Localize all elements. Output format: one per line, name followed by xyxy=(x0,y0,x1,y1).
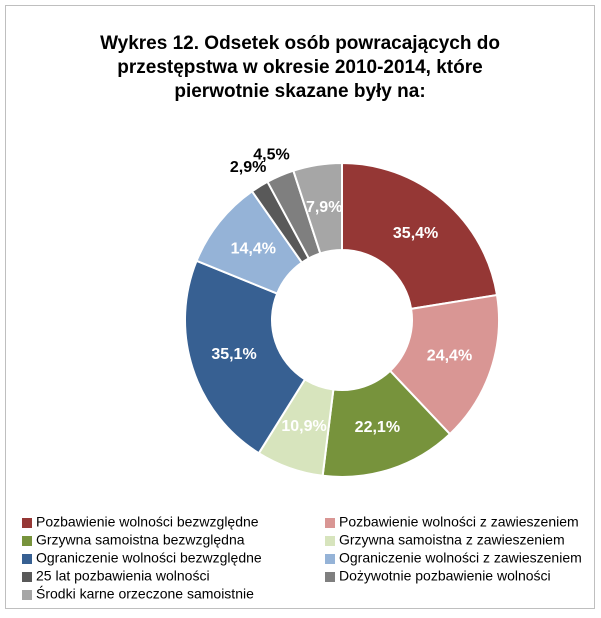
legend-label: Dożywotnie pozbawienie wolności xyxy=(339,568,551,584)
legend-label: Środki karne orzeczone samoistnie xyxy=(36,585,254,602)
data-label: 22,1% xyxy=(355,419,400,436)
legend-label: Ograniczenie wolności bezwzględne xyxy=(36,550,262,566)
data-label: 4,5% xyxy=(253,147,289,164)
chart-title: Wykres 12. Odsetek osób powracających do… xyxy=(100,33,500,102)
data-label: 2,9% xyxy=(230,159,266,176)
legend-swatch xyxy=(22,554,32,564)
data-label: 7,9% xyxy=(306,199,342,216)
donut-slice xyxy=(321,369,452,478)
legend-swatch xyxy=(22,590,32,600)
legend-label: Grzywna samoistna z zawieszeniem xyxy=(339,532,565,548)
legend-label: Pozbawienie wolności bezwzględne xyxy=(36,514,259,530)
legend-swatch xyxy=(325,536,335,546)
data-label: 14,4% xyxy=(231,240,276,257)
donut-slice xyxy=(341,161,499,311)
legend-label: Pozbawienie wolności z zawieszeniem xyxy=(339,514,579,530)
legend-swatch xyxy=(325,518,335,528)
legend-swatch xyxy=(22,536,32,546)
legend-label: Grzywna samoistna bezwzględna xyxy=(36,532,245,548)
legend-label: 25 lat pozbawienia wolności xyxy=(36,568,210,584)
legend-label: Ograniczenie wolności z zawieszeniem xyxy=(339,550,582,566)
legend-swatch xyxy=(325,572,335,582)
legend-swatch xyxy=(22,518,32,528)
legend-swatch xyxy=(22,572,32,582)
data-label: 24,4% xyxy=(427,348,472,365)
donut-slice xyxy=(184,259,307,455)
legend-swatch xyxy=(325,554,335,564)
donut-slice xyxy=(292,161,343,255)
data-label: 35,4% xyxy=(393,225,438,242)
data-label: 35,1% xyxy=(211,346,256,363)
data-label: 10,9% xyxy=(281,418,326,435)
chart-frame xyxy=(5,5,595,609)
